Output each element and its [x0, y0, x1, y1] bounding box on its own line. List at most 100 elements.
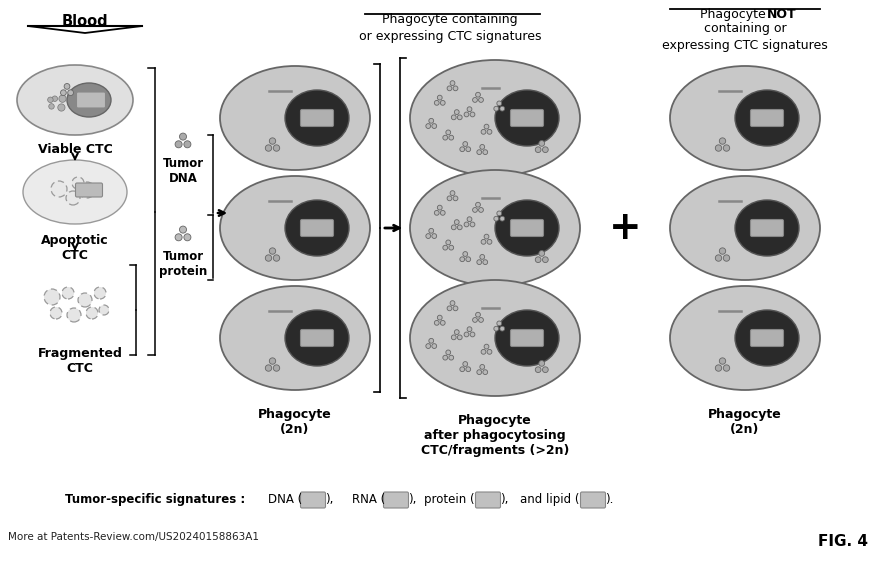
Circle shape: [719, 248, 726, 254]
Ellipse shape: [17, 65, 133, 135]
FancyBboxPatch shape: [300, 220, 334, 236]
Circle shape: [542, 367, 548, 373]
Circle shape: [435, 211, 439, 215]
Circle shape: [484, 234, 489, 239]
Circle shape: [479, 97, 483, 102]
Circle shape: [535, 257, 541, 262]
Ellipse shape: [495, 200, 559, 256]
Circle shape: [458, 335, 462, 339]
Circle shape: [484, 344, 489, 349]
Circle shape: [484, 124, 489, 129]
Circle shape: [432, 124, 436, 128]
Circle shape: [265, 255, 272, 261]
Circle shape: [454, 220, 459, 225]
Ellipse shape: [220, 176, 370, 280]
Circle shape: [464, 222, 469, 227]
Text: +: +: [609, 209, 642, 247]
Circle shape: [426, 234, 430, 239]
Text: RNA (: RNA (: [352, 494, 385, 507]
Circle shape: [48, 97, 53, 102]
Circle shape: [72, 177, 84, 189]
Circle shape: [497, 211, 502, 216]
Circle shape: [480, 254, 485, 260]
Text: More at Patents-Review.com/US20240158863A1: More at Patents-Review.com/US20240158863…: [8, 532, 259, 542]
Circle shape: [451, 115, 456, 120]
Ellipse shape: [495, 90, 559, 146]
Circle shape: [464, 112, 469, 117]
Ellipse shape: [419, 178, 546, 278]
FancyBboxPatch shape: [77, 92, 106, 108]
Circle shape: [52, 96, 57, 101]
Circle shape: [79, 182, 95, 198]
Ellipse shape: [735, 310, 799, 366]
Text: containing or
expressing CTC signatures: containing or expressing CTC signatures: [662, 22, 828, 52]
Circle shape: [723, 365, 730, 371]
Circle shape: [274, 145, 280, 151]
Circle shape: [488, 239, 492, 244]
FancyBboxPatch shape: [751, 329, 783, 346]
Text: Apoptotic
CTC: Apoptotic CTC: [41, 234, 109, 262]
Ellipse shape: [285, 200, 349, 256]
Text: Blood: Blood: [62, 14, 108, 29]
Text: FIG. 4: FIG. 4: [818, 534, 868, 549]
Circle shape: [723, 255, 730, 261]
FancyBboxPatch shape: [510, 109, 544, 127]
Ellipse shape: [285, 310, 349, 366]
Circle shape: [460, 147, 465, 151]
Text: ),: ),: [325, 494, 334, 507]
Text: ),: ),: [500, 494, 509, 507]
Text: Fragmented
CTC: Fragmented CTC: [38, 347, 122, 375]
Circle shape: [477, 150, 481, 155]
Circle shape: [481, 239, 486, 244]
Ellipse shape: [670, 286, 820, 390]
Text: Tumor
DNA: Tumor DNA: [163, 157, 203, 185]
Circle shape: [494, 326, 499, 331]
Text: protein (: protein (: [424, 494, 475, 507]
Circle shape: [59, 95, 66, 102]
Circle shape: [454, 330, 459, 334]
Ellipse shape: [67, 83, 111, 117]
FancyBboxPatch shape: [384, 492, 408, 508]
Text: DNA (: DNA (: [268, 494, 302, 507]
Circle shape: [451, 225, 456, 230]
FancyBboxPatch shape: [475, 492, 501, 508]
Circle shape: [466, 147, 471, 151]
Circle shape: [180, 133, 187, 140]
Circle shape: [50, 307, 62, 319]
Circle shape: [480, 145, 485, 149]
Ellipse shape: [285, 90, 349, 146]
FancyBboxPatch shape: [751, 109, 783, 127]
Circle shape: [435, 320, 439, 325]
Circle shape: [94, 287, 106, 299]
Circle shape: [426, 124, 430, 128]
Circle shape: [180, 226, 187, 233]
Circle shape: [429, 229, 434, 233]
Circle shape: [467, 217, 472, 222]
Circle shape: [483, 370, 488, 374]
Circle shape: [443, 245, 448, 250]
Circle shape: [477, 260, 481, 265]
Circle shape: [449, 355, 454, 360]
Ellipse shape: [419, 69, 546, 167]
FancyBboxPatch shape: [300, 109, 334, 127]
Circle shape: [535, 367, 541, 373]
Circle shape: [449, 245, 454, 250]
Circle shape: [450, 81, 455, 86]
Circle shape: [175, 141, 182, 148]
Circle shape: [432, 343, 436, 348]
Circle shape: [265, 365, 272, 371]
Circle shape: [466, 257, 471, 262]
Circle shape: [269, 248, 275, 254]
Circle shape: [437, 95, 442, 100]
Circle shape: [66, 191, 80, 205]
Circle shape: [463, 361, 467, 367]
Circle shape: [437, 315, 442, 320]
Circle shape: [449, 135, 454, 140]
Circle shape: [426, 343, 430, 348]
Ellipse shape: [410, 60, 580, 176]
Circle shape: [61, 90, 66, 96]
Circle shape: [274, 365, 280, 371]
Circle shape: [447, 196, 452, 201]
Circle shape: [497, 321, 502, 326]
Circle shape: [535, 147, 541, 153]
